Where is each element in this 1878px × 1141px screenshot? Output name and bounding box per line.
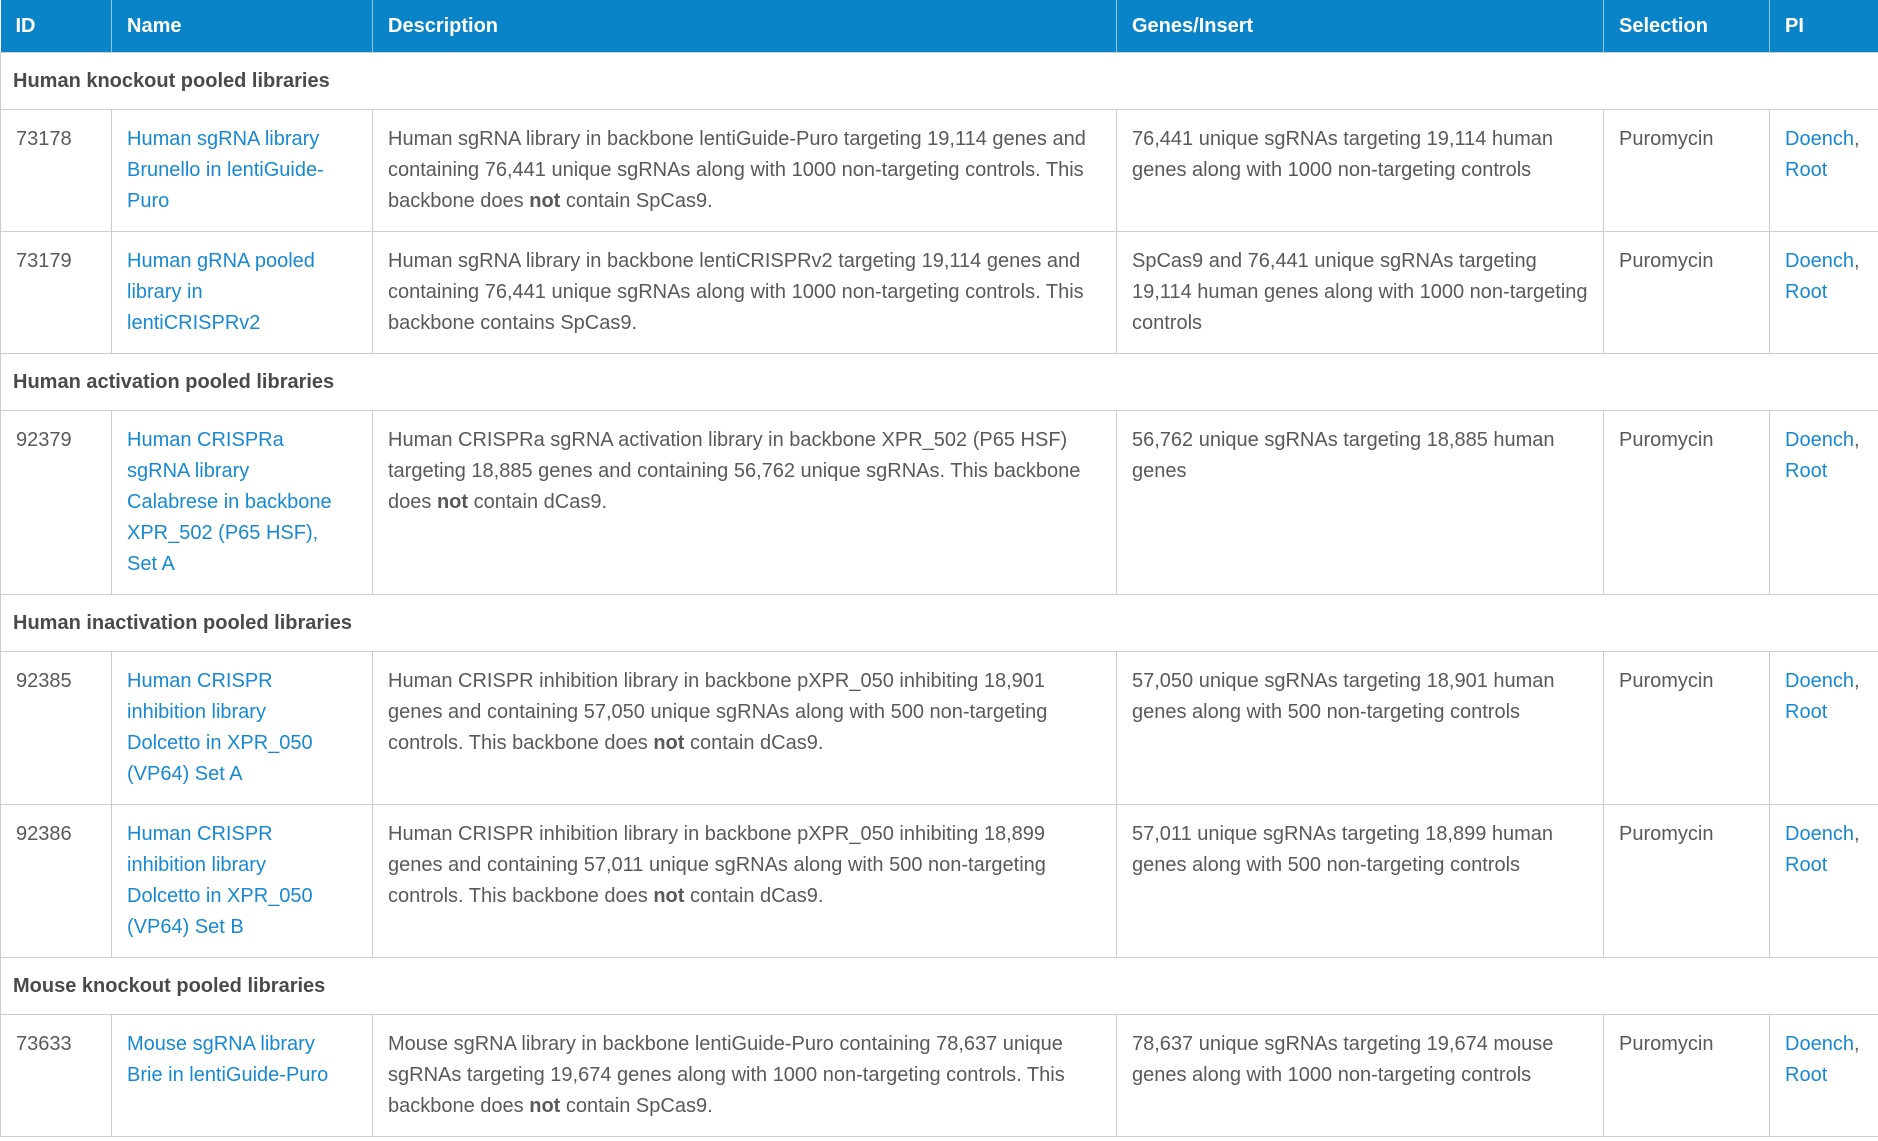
description-bold-text: not bbox=[436, 491, 469, 513]
plasmid-name-cell: Human sgRNA library Brunello in lentiGui… bbox=[111, 109, 373, 232]
selection-cell: Puromycin bbox=[1603, 804, 1770, 958]
pi-link-root[interactable]: Root bbox=[1785, 701, 1828, 723]
description-text-end: contain SpCas9. bbox=[560, 1095, 713, 1117]
description-bold-text: not bbox=[529, 190, 561, 212]
section-title: Human inactivation pooled libraries bbox=[0, 594, 1878, 652]
genes-insert-cell: 57,011 unique sgRNAs targeting 18,899 hu… bbox=[1116, 804, 1604, 958]
description-text-end: contain dCas9. bbox=[684, 885, 824, 907]
pi-link-doench[interactable]: Doench bbox=[1785, 670, 1854, 692]
section-row-human-activation: Human activation pooled libraries bbox=[0, 353, 1878, 411]
description-text: Human CRISPR inhibition library in backb… bbox=[388, 670, 1048, 754]
section-title: Human knockout pooled libraries bbox=[0, 52, 1878, 110]
selection-cell: Puromycin bbox=[1603, 1014, 1770, 1137]
plasmid-id: 73633 bbox=[0, 1014, 112, 1137]
pi-separator: , bbox=[1853, 670, 1860, 692]
pi-cell: Doench, Root bbox=[1769, 651, 1878, 805]
pi-separator: , bbox=[1853, 250, 1860, 272]
table-row: 73179 Human gRNA pooled library in lenti… bbox=[0, 231, 1878, 354]
pi-link-doench[interactable]: Doench bbox=[1785, 823, 1854, 845]
pi-link-doench[interactable]: Doench bbox=[1785, 1033, 1854, 1055]
genes-insert-cell: SpCas9 and 76,441 unique sgRNAs targetin… bbox=[1116, 231, 1604, 354]
plasmid-id: 92379 bbox=[0, 410, 112, 595]
column-header-name: Name bbox=[111, 0, 373, 53]
column-header-selection: Selection bbox=[1603, 0, 1770, 53]
description-text: Human sgRNA library in backbone lentiGui… bbox=[388, 128, 1086, 212]
plasmid-id: 73179 bbox=[0, 231, 112, 354]
plasmid-name-cell: Human CRISPRa sgRNA library Calabrese in… bbox=[111, 410, 373, 595]
section-title: Human activation pooled libraries bbox=[0, 353, 1878, 411]
genes-insert-cell: 57,050 unique sgRNAs targeting 18,901 hu… bbox=[1116, 651, 1604, 805]
description-text-end: contain dCas9. bbox=[684, 732, 824, 754]
description-cell: Human CRISPR inhibition library in backb… bbox=[372, 651, 1117, 805]
plasmid-name-link[interactable]: Human sgRNA library Brunello in lentiGui… bbox=[127, 128, 324, 212]
pi-separator: , bbox=[1853, 823, 1860, 845]
description-bold-text: not bbox=[653, 732, 685, 754]
pi-separator: , bbox=[1853, 1033, 1860, 1055]
description-cell: Human CRISPRa sgRNA activation library i… bbox=[372, 410, 1117, 595]
description-text: Human CRISPR inhibition library in backb… bbox=[388, 823, 1046, 907]
genes-insert-cell: 78,637 unique sgRNAs targeting 19,674 mo… bbox=[1116, 1014, 1604, 1137]
pi-link-doench[interactable]: Doench bbox=[1785, 429, 1854, 451]
description-cell: Mouse sgRNA library in backbone lentiGui… bbox=[372, 1014, 1117, 1137]
table-row: 92386 Human CRISPR inhibition library Do… bbox=[0, 804, 1878, 958]
plasmid-name-link[interactable]: Human CRISPR inhibition library Dolcetto… bbox=[127, 823, 313, 938]
section-row-human-knockout: Human knockout pooled libraries bbox=[0, 52, 1878, 110]
table-row: 73178 Human sgRNA library Brunello in le… bbox=[0, 109, 1878, 232]
table-header-row: ID Name Description Genes/Insert Selecti… bbox=[0, 0, 1878, 53]
pi-cell: Doench, Root bbox=[1769, 231, 1878, 354]
pi-link-root[interactable]: Root bbox=[1785, 460, 1828, 482]
pi-link-doench[interactable]: Doench bbox=[1785, 250, 1854, 272]
selection-cell: Puromycin bbox=[1603, 109, 1770, 232]
plasmid-name-cell: Human CRISPR inhibition library Dolcetto… bbox=[111, 804, 373, 958]
genes-insert-cell: 76,441 unique sgRNAs targeting 19,114 hu… bbox=[1116, 109, 1604, 232]
section-row-human-inactivation: Human inactivation pooled libraries bbox=[0, 594, 1878, 652]
selection-cell: Puromycin bbox=[1603, 231, 1770, 354]
table-row: 92379 Human CRISPRa sgRNA library Calabr… bbox=[0, 410, 1878, 595]
plasmid-id: 92385 bbox=[0, 651, 112, 805]
plasmid-name-link[interactable]: Human CRISPR inhibition library Dolcetto… bbox=[127, 670, 313, 785]
selection-cell: Puromycin bbox=[1603, 651, 1770, 805]
selection-cell: Puromycin bbox=[1603, 410, 1770, 595]
pi-link-doench[interactable]: Doench bbox=[1785, 128, 1854, 150]
pi-cell: Doench, Root bbox=[1769, 804, 1878, 958]
pi-link-root[interactable]: Root bbox=[1785, 1064, 1828, 1086]
plasmid-name-cell: Human gRNA pooled library in lentiCRISPR… bbox=[111, 231, 373, 354]
table-row: 73633 Mouse sgRNA library Brie in lentiG… bbox=[0, 1014, 1878, 1137]
description-text-end: contain dCas9. bbox=[468, 491, 608, 513]
column-header-genes-insert: Genes/Insert bbox=[1116, 0, 1604, 53]
description-text: Human sgRNA library in backbone lentiCRI… bbox=[388, 250, 1084, 334]
plasmid-name-link[interactable]: Mouse sgRNA library Brie in lentiGuide-P… bbox=[127, 1033, 329, 1086]
table-row: 92385 Human CRISPR inhibition library Do… bbox=[0, 651, 1878, 805]
pi-separator: , bbox=[1853, 429, 1860, 451]
description-text: Mouse sgRNA library in backbone lentiGui… bbox=[388, 1033, 1065, 1117]
pi-link-root[interactable]: Root bbox=[1785, 159, 1828, 181]
plasmid-id: 73178 bbox=[0, 109, 112, 232]
column-header-id: ID bbox=[0, 0, 112, 53]
column-header-description: Description bbox=[372, 0, 1117, 53]
description-cell: Human sgRNA library in backbone lentiCRI… bbox=[372, 231, 1117, 354]
plasmid-id: 92386 bbox=[0, 804, 112, 958]
pi-link-root[interactable]: Root bbox=[1785, 281, 1828, 303]
plasmid-name-cell: Human CRISPR inhibition library Dolcetto… bbox=[111, 651, 373, 805]
description-text-end: contain SpCas9. bbox=[560, 190, 713, 212]
description-cell: Human sgRNA library in backbone lentiGui… bbox=[372, 109, 1117, 232]
pi-link-root[interactable]: Root bbox=[1785, 854, 1828, 876]
pi-cell: Doench, Root bbox=[1769, 1014, 1878, 1137]
pi-separator: , bbox=[1853, 128, 1860, 150]
section-row-mouse-knockout: Mouse knockout pooled libraries bbox=[0, 957, 1878, 1015]
pi-cell: Doench, Root bbox=[1769, 410, 1878, 595]
pi-cell: Doench, Root bbox=[1769, 109, 1878, 232]
description-cell: Human CRISPR inhibition library in backb… bbox=[372, 804, 1117, 958]
column-header-pi: PI bbox=[1769, 0, 1878, 53]
plasmid-name-link[interactable]: Human gRNA pooled library in lentiCRISPR… bbox=[127, 250, 315, 334]
description-bold-text: not bbox=[529, 1095, 561, 1117]
plasmid-name-cell: Mouse sgRNA library Brie in lentiGuide-P… bbox=[111, 1014, 373, 1137]
plasmid-name-link[interactable]: Human CRISPRa sgRNA library Calabrese in… bbox=[127, 429, 332, 575]
description-bold-text: not bbox=[653, 885, 685, 907]
section-title: Mouse knockout pooled libraries bbox=[0, 957, 1878, 1015]
genes-insert-cell: 56,762 unique sgRNAs targeting 18,885 hu… bbox=[1116, 410, 1604, 595]
description-text: Human CRISPRa sgRNA activation library i… bbox=[388, 429, 1081, 513]
